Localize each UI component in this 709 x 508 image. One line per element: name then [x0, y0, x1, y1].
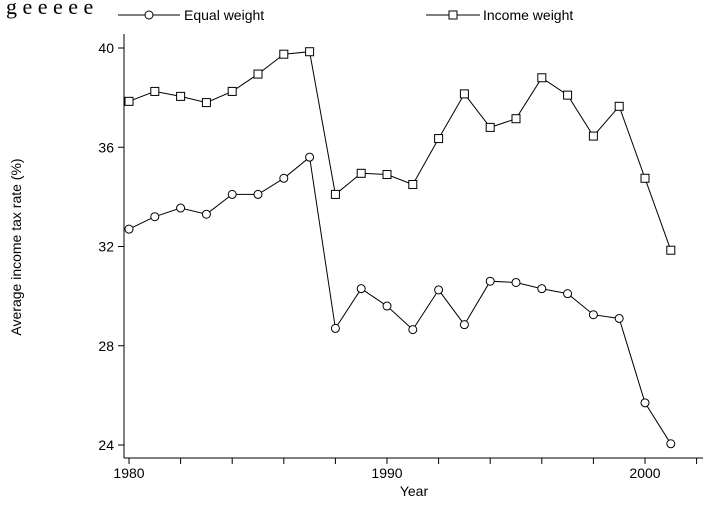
x-tick-label: 2000: [629, 465, 660, 481]
data-point-equal-weight: [253, 189, 263, 199]
plot-series: [124, 47, 676, 449]
data-point-income-weight: [201, 98, 211, 108]
data-point-equal-weight: [459, 320, 469, 330]
x-tick-label: 1980: [113, 465, 144, 481]
data-point-equal-weight: [356, 284, 366, 294]
data-point-income-weight: [227, 86, 237, 96]
data-point-income-weight: [588, 131, 598, 141]
series-equal-weight: [124, 152, 676, 449]
data-point-equal-weight: [511, 277, 521, 287]
data-point-equal-weight: [588, 310, 598, 320]
data-point-income-weight: [176, 91, 186, 101]
data-point-equal-weight: [279, 173, 289, 183]
data-point-equal-weight: [434, 285, 444, 295]
data-point-income-weight: [330, 189, 340, 199]
data-point-income-weight: [305, 47, 315, 57]
data-point-income-weight: [511, 114, 521, 124]
data-point-equal-weight: [330, 323, 340, 333]
legend: Equal weight Income weight: [118, 7, 573, 23]
data-point-equal-weight: [382, 301, 392, 311]
data-point-income-weight: [124, 96, 134, 106]
circle-marker-icon: [144, 10, 154, 20]
x-axis-title: Year: [400, 483, 429, 499]
data-point-equal-weight: [614, 313, 624, 323]
data-point-income-weight: [459, 89, 469, 99]
legend-label-income-weight: Income weight: [483, 7, 573, 23]
data-point-income-weight: [614, 101, 624, 111]
y-tick-label: 40: [98, 40, 114, 56]
data-point-equal-weight: [176, 203, 186, 213]
data-point-income-weight: [408, 179, 418, 189]
data-point-income-weight: [563, 90, 573, 100]
data-point-income-weight: [279, 49, 289, 59]
x-tick-label: 1990: [371, 465, 402, 481]
series-income-weight: [124, 47, 676, 255]
square-marker-icon: [448, 10, 458, 20]
x-axis: 1980 1990 2000: [113, 457, 703, 481]
data-point-equal-weight: [305, 152, 315, 162]
legend-item-equal-weight: Equal weight: [118, 7, 264, 23]
legend-label-equal-weight: Equal weight: [184, 7, 264, 23]
y-tick-label: 36: [98, 139, 114, 155]
data-point-equal-weight: [124, 224, 134, 234]
data-point-equal-weight: [227, 189, 237, 199]
data-point-income-weight: [150, 86, 160, 96]
y-axis-title: Average income tax rate (%): [8, 158, 24, 335]
y-tick-label: 24: [98, 437, 114, 453]
data-point-equal-weight: [201, 209, 211, 219]
series-line-equal-weight: [128, 156, 672, 445]
cropped-caption: g e e e e e: [6, 0, 93, 19]
data-point-income-weight: [485, 122, 495, 132]
data-point-equal-weight: [150, 212, 160, 222]
data-point-equal-weight: [563, 289, 573, 299]
data-point-income-weight: [253, 69, 263, 79]
data-point-income-weight: [666, 245, 676, 255]
data-point-income-weight: [537, 73, 547, 83]
series-line-income-weight: [128, 51, 672, 251]
data-point-income-weight: [382, 170, 392, 180]
y-tick-label: 28: [98, 338, 114, 354]
legend-item-income-weight: Income weight: [426, 7, 573, 23]
data-point-equal-weight: [640, 398, 650, 408]
data-point-income-weight: [434, 134, 444, 144]
y-axis: 24 28 32 36 40: [98, 34, 125, 458]
y-tick-label: 32: [98, 239, 114, 255]
data-point-equal-weight: [537, 284, 547, 294]
data-point-income-weight: [356, 168, 366, 178]
data-point-equal-weight: [485, 276, 495, 286]
data-point-equal-weight: [408, 325, 418, 335]
data-point-income-weight: [640, 173, 650, 183]
data-point-equal-weight: [666, 439, 676, 449]
